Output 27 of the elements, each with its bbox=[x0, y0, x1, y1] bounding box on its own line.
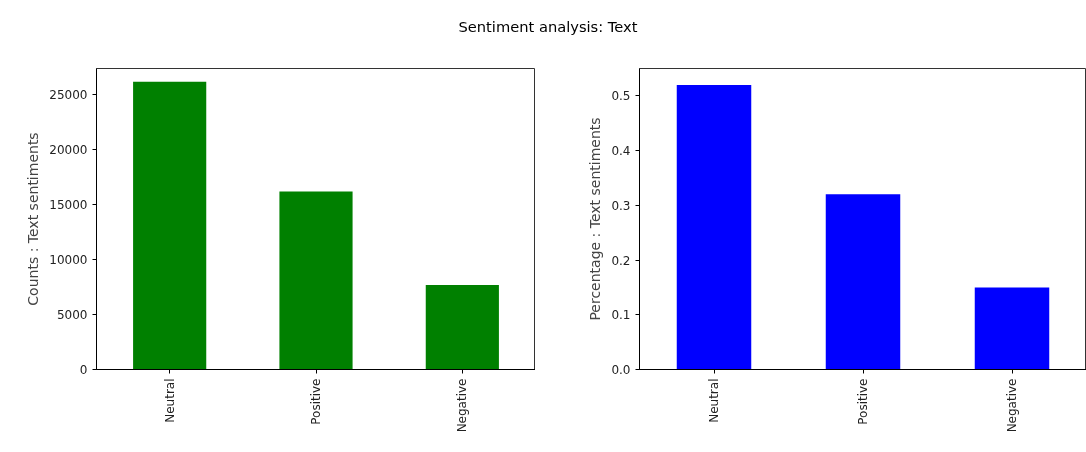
y-axis-title: Percentage : Text sentiments bbox=[587, 117, 604, 321]
y-tick-label: 20000 bbox=[49, 143, 88, 158]
bar bbox=[279, 191, 353, 370]
y-tick-label: 25000 bbox=[49, 88, 88, 103]
y-tick-label: 0.0 bbox=[611, 363, 631, 377]
x-tick-label: Negative bbox=[1005, 378, 1019, 433]
y-tick-label: 0 bbox=[79, 363, 88, 377]
bar bbox=[676, 84, 752, 370]
x-tick-label: Neutral bbox=[162, 378, 177, 423]
y-axis-title: Counts : Text sentiments bbox=[25, 132, 42, 306]
y-tick-label: 0.2 bbox=[611, 253, 631, 268]
y-tick-label: 0.4 bbox=[611, 144, 631, 159]
y-tick-label: 10000 bbox=[49, 253, 88, 268]
y-tick-label: 0.5 bbox=[611, 89, 631, 104]
bar bbox=[425, 284, 499, 370]
y-tick-label: 15000 bbox=[49, 198, 88, 213]
y-tick-label: 0.1 bbox=[611, 308, 631, 323]
bar bbox=[133, 81, 207, 370]
x-tick-label: Negative bbox=[455, 378, 470, 433]
x-tick-label: Positive bbox=[856, 378, 870, 425]
bar bbox=[825, 194, 901, 370]
chart-title: Sentiment analysis: Text bbox=[458, 17, 638, 37]
y-tick-label: 5000 bbox=[56, 308, 88, 323]
bar bbox=[974, 287, 1050, 370]
x-tick-label: Neutral bbox=[707, 378, 721, 423]
y-tick-label: 0.3 bbox=[611, 198, 631, 213]
x-tick-label: Positive bbox=[309, 378, 323, 425]
